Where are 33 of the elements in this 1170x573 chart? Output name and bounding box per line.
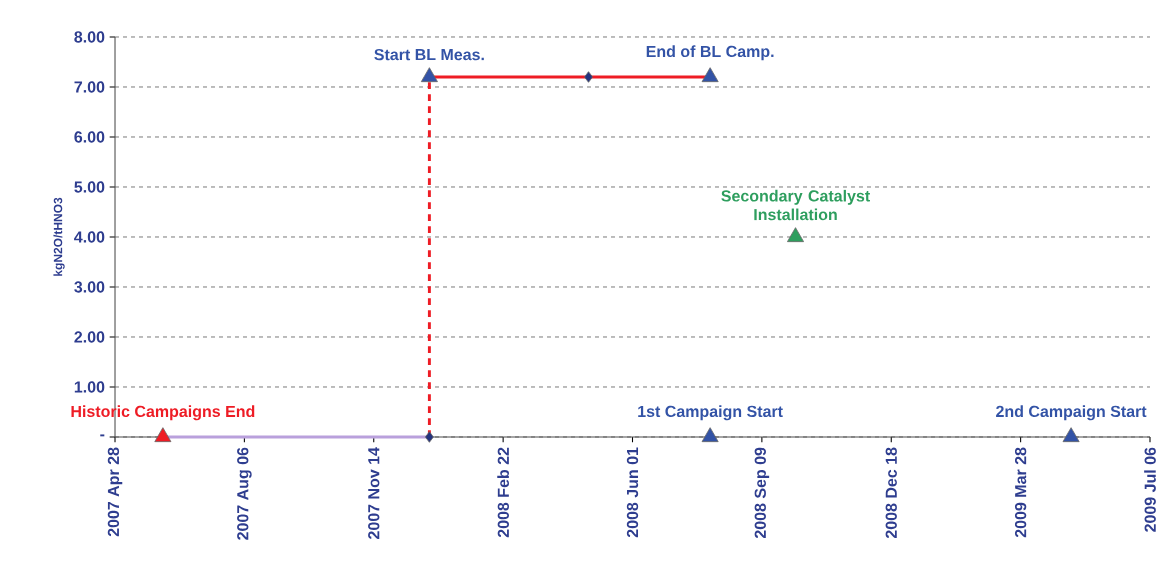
y-tick-label: 5.00 <box>74 181 105 193</box>
annotation: Historic Campaigns End <box>71 405 255 421</box>
x-tick-label: 2008 Sep 09 <box>754 447 770 539</box>
point <box>584 71 593 83</box>
x-tick-label: 2009 Mar 28 <box>1014 447 1027 538</box>
x-tick-label: 2008 Dec 18 <box>885 447 897 539</box>
y-tick-label: - <box>100 434 105 437</box>
y-tick-label: 7.00 <box>74 81 105 93</box>
x-tick-label: 2008 Feb 22 <box>497 447 509 538</box>
annotation: Secondary Catalyst Installation <box>721 189 870 221</box>
x-tick-label: 2008 Jun 01 <box>626 447 639 538</box>
point <box>424 431 434 443</box>
y-tick-label: 1.00 <box>74 381 105 393</box>
point <box>1062 427 1080 443</box>
annotation: 2nd Campaign Start <box>996 405 1147 421</box>
x-tick-label: 2007 Apr 28 <box>107 447 123 537</box>
y-tick-label: 4.00 <box>74 231 105 243</box>
x-tick-label: 2007 Nov 14 <box>368 447 380 539</box>
point <box>420 67 438 83</box>
point <box>701 67 719 83</box>
point <box>787 227 804 243</box>
x-tick-label: 2009 Jul 06 <box>1144 447 1156 532</box>
annotation: 1st Campaign Start <box>638 405 783 421</box>
x-tick-label: 2007 Aug 06 <box>237 447 252 540</box>
y-axis-title: kgN2O/tHNO3 <box>53 197 65 276</box>
y-tick-label: 2.00 <box>74 331 105 343</box>
y-tick-label: 3.00 <box>74 281 105 293</box>
point <box>154 427 172 443</box>
point <box>701 427 719 443</box>
annotation: End of BL Camp. <box>646 45 774 61</box>
annotation: Start BL Meas. <box>374 48 484 61</box>
y-tick-label: 6.00 <box>74 131 105 143</box>
y-tick-label: 8.00 <box>74 31 105 43</box>
